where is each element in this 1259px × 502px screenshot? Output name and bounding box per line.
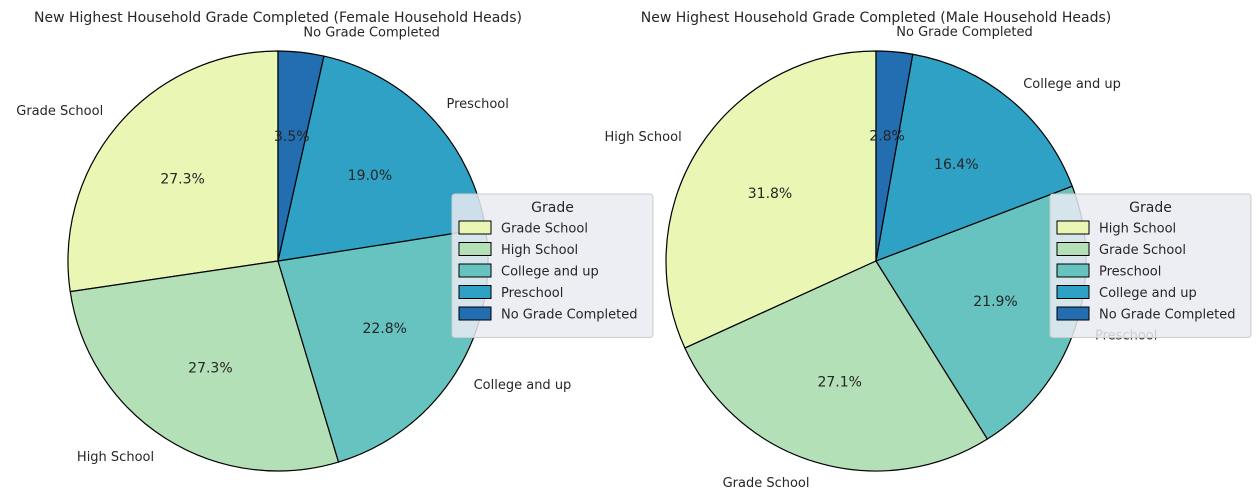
- legend-entry: Preschool: [1099, 265, 1161, 280]
- legend-swatch: [1056, 285, 1090, 299]
- percent-label: 19.0%: [348, 168, 392, 184]
- slice-label: No Grade Completed: [896, 25, 1032, 40]
- legend-swatch: [1056, 306, 1090, 321]
- pie-wedges: [665, 50, 1087, 472]
- legend-swatch: [1056, 220, 1090, 235]
- percent-label: 27.1%: [817, 375, 861, 391]
- legend-swatch: [458, 263, 492, 278]
- legend-frame: [1049, 193, 1252, 338]
- slice-labels: Grade School High School College and up Pre…: [16, 25, 571, 465]
- pie-wedges: [67, 50, 489, 472]
- percent-label: 27.3%: [188, 360, 232, 376]
- pie-slice-high-school: [69, 260, 340, 472]
- legend: Grade High School Grade School Preschool Col…: [1049, 193, 1252, 338]
- slice-label: Preschool: [447, 97, 509, 112]
- percent-label: 21.9%: [973, 294, 1017, 310]
- slice-label: No Grade Completed: [303, 25, 439, 40]
- legend-entry: No Grade Completed: [501, 308, 637, 323]
- percent-label: 31.8%: [748, 186, 792, 202]
- female-pie-chart: New Highest Household Grade Completed (F…: [16, 10, 654, 472]
- pie-slice-no-grade-completed: [277, 50, 325, 262]
- male-pie-chart: New Highest Household Grade Completed (M…: [605, 10, 1252, 491]
- legend-entry: No Grade Completed: [1099, 308, 1235, 323]
- legend-swatch: [458, 242, 492, 256]
- percent-label: 27.3%: [160, 172, 204, 188]
- legend: Grade Grade School High School College and …: [451, 193, 654, 338]
- pie-slice-high-school: [665, 50, 877, 349]
- slice-label: Grade School: [723, 476, 810, 491]
- pie-slice-college-and-up: [875, 53, 1073, 262]
- pie-slice-no-grade-completed: [875, 50, 914, 262]
- chart-title: New Highest Household Grade Completed (M…: [641, 10, 1111, 26]
- legend-entry: Grade School: [1099, 243, 1186, 258]
- legend-entry: Preschool: [501, 286, 563, 301]
- legend-title: Grade: [1129, 200, 1172, 216]
- legend-title: Grade: [531, 200, 574, 216]
- legend-entry: High School: [501, 243, 578, 258]
- pie-slice-grade-school: [684, 260, 989, 472]
- percent-label: 3.5%: [274, 129, 310, 145]
- legend-swatch: [458, 285, 492, 299]
- legend-frame: [451, 193, 654, 338]
- legend-entry: Grade School: [501, 222, 588, 237]
- percent-labels: 31.8% 27.1% 21.9% 16.4% 2.8%: [748, 129, 1018, 391]
- legend-swatch: [1056, 242, 1090, 256]
- percent-label: 16.4%: [934, 157, 978, 173]
- legend-swatch: [458, 306, 492, 321]
- percent-label: 22.8%: [362, 321, 406, 337]
- legend-entry: College and up: [501, 265, 599, 280]
- percent-label: 2.8%: [869, 129, 905, 145]
- legend-entry: College and up: [1099, 286, 1197, 301]
- percent-labels: 27.3% 27.3% 22.8% 19.0% 3.5%: [160, 129, 407, 376]
- chart-title: New Highest Household Grade Completed (F…: [34, 10, 522, 26]
- legend-swatch: [1056, 263, 1090, 278]
- slice-label: College and up: [474, 378, 572, 393]
- slice-label: Grade School: [16, 104, 103, 119]
- legend-swatch: [458, 220, 492, 235]
- slice-labels: High School Grade School Preschool College …: [605, 25, 1158, 491]
- pie-slice-grade-school: [67, 50, 279, 293]
- slice-label: High School: [77, 450, 154, 465]
- slice-label: College and up: [1023, 77, 1121, 92]
- slice-label: High School: [605, 130, 682, 145]
- legend-entry: High School: [1099, 222, 1176, 237]
